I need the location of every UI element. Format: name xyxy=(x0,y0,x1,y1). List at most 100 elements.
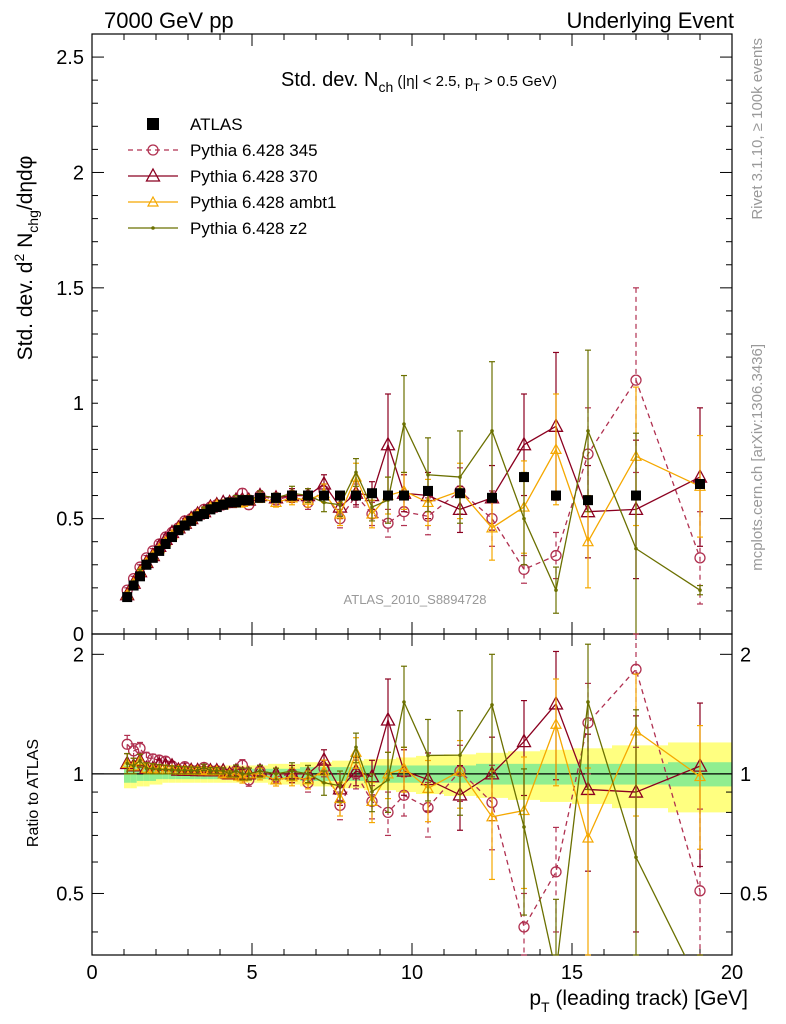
y-axis-label: Std. dev. d2 Nchg/dηdφ xyxy=(11,156,41,361)
ratio-point-pythia-6-428-z2 xyxy=(202,765,206,770)
ratio-point-pythia-6-428-345 xyxy=(550,866,562,878)
data-point-pythia-6-428-ambt1 xyxy=(485,521,499,533)
y-tick-label: 1.5 xyxy=(56,278,84,300)
x-tick-label: 0 xyxy=(86,962,97,984)
data-point-atlas xyxy=(192,511,203,522)
ratio-tick-label: 0.5 xyxy=(56,883,84,905)
ratio-tick-label-right: 0.5 xyxy=(740,883,768,905)
data-point-pythia-6-428-z2 xyxy=(586,429,590,433)
ratio-point-pythia-6-428-345 xyxy=(127,745,140,757)
main-series-group xyxy=(119,287,708,635)
ratio-point-pythia-6-428-z2 xyxy=(163,767,168,772)
ratio-point-pythia-6-428-ambt1 xyxy=(301,773,315,785)
data-point-atlas xyxy=(383,490,393,501)
ratio-point-pythia-6-428-z2 xyxy=(131,764,136,768)
ratio-point-pythia-6-428-z2 xyxy=(234,769,238,773)
ratio-point-pythia-6-428-z2 xyxy=(151,766,155,771)
ratio-y-axis-label: Ratio to ATLAS xyxy=(25,739,42,847)
data-point-atlas xyxy=(367,488,377,499)
ratio-point-pythia-6-428-z2 xyxy=(227,772,232,776)
ratio-point-pythia-6-428-ambt1 xyxy=(693,770,707,782)
header-right: Underlying Event xyxy=(566,8,734,33)
legend-label: Pythia 6.428 345 xyxy=(190,141,318,160)
ratio-point-pythia-6-428-345 xyxy=(694,885,706,897)
ratio-point-pythia-6-428-z2 xyxy=(138,758,142,763)
ratio-point-pythia-6-428-z2 xyxy=(240,772,245,776)
ratio-point-pythia-6-428-ambt1 xyxy=(581,831,595,843)
ratio-point-pythia-6-428-370 xyxy=(516,733,532,748)
ratio-point-pythia-6-428-ambt1 xyxy=(485,810,499,822)
ratio-point-pythia-6-428-ambt1 xyxy=(285,770,299,782)
ratio-point-pythia-6-428-z2 xyxy=(195,768,200,773)
analysis-watermark: ATLAS_2010_S8894728 xyxy=(344,592,487,607)
data-point-pythia-6-428-z2 xyxy=(634,546,638,551)
data-point-atlas xyxy=(237,495,248,506)
data-point-atlas xyxy=(583,495,593,506)
ratio-point-pythia-6-428-z2 xyxy=(189,768,193,773)
ratio-point-pythia-6-428-z2 xyxy=(183,768,187,773)
ratio-point-pythia-6-428-z2 xyxy=(258,769,262,773)
data-point-atlas xyxy=(455,488,465,499)
data-point-atlas xyxy=(335,490,345,501)
data-point-atlas xyxy=(122,592,133,603)
data-point-pythia-6-428-345 xyxy=(550,549,562,562)
legend-marker xyxy=(145,167,161,182)
ratio-point-pythia-6-428-z2 xyxy=(215,768,219,773)
x-tick-label: 10 xyxy=(401,962,423,984)
data-point-atlas xyxy=(271,492,281,503)
data-point-atlas xyxy=(519,472,529,483)
data-point-atlas xyxy=(351,490,361,501)
data-point-atlas xyxy=(695,479,705,489)
ratio-point-pythia-6-428-z2 xyxy=(490,703,494,707)
data-point-pythia-6-428-345 xyxy=(694,552,706,564)
data-point-atlas xyxy=(154,545,165,556)
data-point-pythia-6-428-370 xyxy=(516,436,532,451)
data-point-pythia-6-428-z2 xyxy=(354,470,358,475)
ratio-line-pythia-6-428-345 xyxy=(126,668,701,929)
legend-label: Pythia 6.428 ambt1 xyxy=(190,193,336,212)
y-tick-label: 2 xyxy=(73,162,84,184)
data-point-pythia-6-428-z2 xyxy=(338,502,342,507)
ratio-tick-label-right: 1 xyxy=(740,764,751,786)
data-point-atlas xyxy=(255,492,265,503)
rivet-label: Rivet 3.1.10, ≥ 100k events xyxy=(749,38,766,220)
data-point-atlas xyxy=(423,485,433,496)
ratio-point-pythia-6-428-z2 xyxy=(402,700,406,704)
data-point-atlas xyxy=(141,559,152,570)
data-point-pythia-6-428-z2 xyxy=(698,588,702,592)
x-tick-label: 20 xyxy=(721,962,743,984)
data-point-atlas xyxy=(319,490,329,501)
data-point-atlas xyxy=(199,509,209,519)
y-tick-label: 1 xyxy=(73,393,84,415)
data-point-atlas xyxy=(128,580,139,591)
data-point-pythia-6-428-z2 xyxy=(322,500,326,505)
y-tick-label: 2.5 xyxy=(56,47,84,69)
ratio-point-pythia-6-428-z2 xyxy=(370,789,374,794)
data-point-atlas xyxy=(135,571,145,582)
data-point-pythia-6-428-ambt1 xyxy=(581,535,595,547)
ratio-point-pythia-6-428-ambt1 xyxy=(397,762,411,773)
header-left: 7000 GeV pp xyxy=(104,8,234,33)
ratio-point-pythia-6-428-ambt1 xyxy=(229,767,243,779)
x-tick-label: 5 xyxy=(246,962,257,984)
data-point-atlas xyxy=(287,490,297,501)
data-point-pythia-6-428-z2 xyxy=(458,475,462,479)
ratio-point-pythia-6-428-z2 xyxy=(586,700,590,704)
x-tick-label: 15 xyxy=(561,962,583,984)
data-point-pythia-6-428-345 xyxy=(630,374,642,386)
data-point-atlas xyxy=(147,552,158,563)
ratio-point-pythia-6-428-z2 xyxy=(125,761,129,766)
ratio-plot-frame: 0 5 10 15 20 0.5 0.5 1 1 2 2 xyxy=(56,633,768,984)
ratio-series-group xyxy=(119,633,708,956)
data-point-atlas xyxy=(186,515,197,526)
data-point-pythia-6-428-370 xyxy=(380,436,396,451)
ratio-point-pythia-6-428-z2 xyxy=(522,825,526,829)
data-point-atlas xyxy=(167,532,177,543)
ratio-point-pythia-6-428-ambt1 xyxy=(253,767,267,779)
ratio-point-pythia-6-428-ambt1 xyxy=(549,718,563,729)
x-axis-label: pT (leading track) [GeV] xyxy=(529,987,748,1015)
data-point-pythia-6-428-z2 xyxy=(490,429,494,433)
data-point-atlas xyxy=(224,497,235,508)
